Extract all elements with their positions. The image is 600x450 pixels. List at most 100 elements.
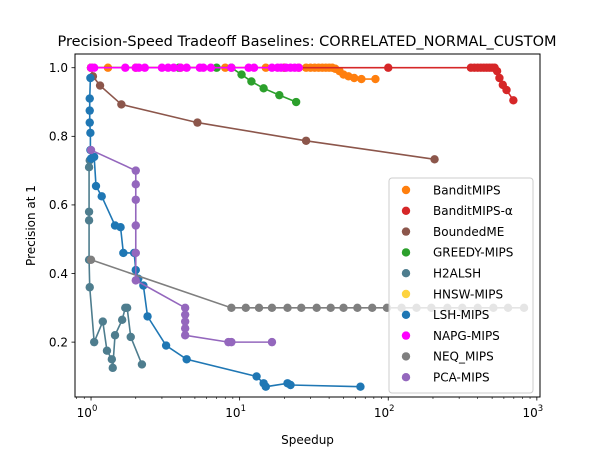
data-point bbox=[134, 63, 144, 72]
data-point bbox=[169, 63, 178, 72]
data-point bbox=[131, 166, 140, 175]
data-point bbox=[430, 155, 439, 164]
data-point bbox=[227, 303, 236, 313]
data-point bbox=[237, 70, 246, 79]
legend-item: GREEDY-MIPS bbox=[401, 246, 513, 260]
data-point bbox=[297, 303, 306, 313]
data-point bbox=[110, 331, 120, 340]
series-h2alsh bbox=[84, 156, 147, 373]
data-point bbox=[368, 303, 377, 313]
data-point bbox=[247, 77, 256, 86]
y-axis: 0.2 0.4 0.6 0.8 1.0 bbox=[49, 61, 75, 349]
data-point bbox=[227, 337, 236, 347]
legend-marker bbox=[401, 227, 411, 236]
data-point bbox=[259, 84, 268, 93]
data-point bbox=[157, 63, 167, 72]
legend-item: BanditMIPS-α bbox=[401, 204, 513, 218]
y-tick-label: 0.4 bbox=[49, 267, 68, 281]
data-point bbox=[492, 66, 502, 76]
legend: BanditMIPS BanditMIPS-α BoundedME GREEDY-MI… bbox=[388, 177, 534, 394]
data-point bbox=[98, 317, 108, 326]
data-point bbox=[161, 341, 171, 350]
legend-item: NAPG-MIPS bbox=[401, 329, 500, 343]
data-point bbox=[353, 303, 362, 313]
series-napg-mips bbox=[86, 63, 303, 72]
legend-label: NEQ_MIPS bbox=[433, 350, 494, 364]
legend-marker bbox=[401, 331, 411, 340]
data-point bbox=[199, 63, 208, 72]
legend-marker bbox=[401, 310, 411, 319]
y-tick-label: 0.6 bbox=[49, 198, 68, 212]
legend-label: BanditMIPS-α bbox=[433, 204, 513, 218]
data-point bbox=[121, 63, 130, 72]
data-point bbox=[131, 276, 140, 285]
y-axis-label: Precision at 1 bbox=[24, 185, 38, 266]
legend-box bbox=[388, 177, 534, 394]
legend-marker bbox=[401, 289, 411, 299]
data-point bbox=[502, 85, 511, 95]
chart-title: Precision-Speed Tradeoff Baselines: CORR… bbox=[58, 34, 557, 50]
data-point bbox=[294, 63, 303, 72]
legend-label: H2ALSH bbox=[433, 267, 481, 281]
x-axis-label: Speedup bbox=[281, 433, 334, 447]
y-tick-label: 0.8 bbox=[49, 130, 68, 144]
legend-label: BoundedME bbox=[433, 225, 504, 239]
legend-marker bbox=[401, 185, 411, 195]
legend-item: PCA-MIPS bbox=[401, 371, 490, 385]
y-tick-label: 0.2 bbox=[49, 335, 68, 349]
data-point bbox=[131, 248, 140, 258]
data-point bbox=[89, 63, 99, 72]
data-point bbox=[275, 90, 284, 100]
data-point bbox=[254, 303, 264, 313]
x-axis: 100 101 102 103 bbox=[76, 397, 543, 420]
data-point bbox=[384, 63, 393, 72]
data-point bbox=[193, 118, 202, 127]
series-pca-mips bbox=[86, 145, 277, 347]
data-point bbox=[119, 248, 128, 258]
legend-marker bbox=[401, 248, 411, 257]
legend-marker bbox=[401, 206, 411, 215]
legend-marker bbox=[401, 352, 411, 361]
series-lsh-mips bbox=[85, 73, 365, 391]
legend-label: HNSW-MIPS bbox=[433, 287, 503, 301]
data-point bbox=[509, 96, 518, 105]
data-point bbox=[116, 223, 125, 232]
data-point bbox=[326, 303, 335, 313]
data-point bbox=[122, 303, 132, 313]
data-point bbox=[84, 207, 94, 216]
data-point bbox=[261, 382, 271, 391]
data-point bbox=[84, 216, 94, 225]
axes-frame bbox=[74, 53, 541, 398]
data-point bbox=[339, 303, 348, 313]
data-point bbox=[286, 380, 295, 390]
data-point bbox=[97, 192, 106, 201]
data-point bbox=[357, 74, 366, 84]
data-point bbox=[180, 303, 190, 313]
legend-label: BanditMIPS bbox=[433, 183, 501, 197]
data-point bbox=[356, 382, 365, 391]
data-point bbox=[312, 303, 321, 313]
legend-item: H2ALSH bbox=[401, 267, 481, 281]
data-point bbox=[108, 363, 117, 373]
legend-item: HNSW-MIPS bbox=[401, 287, 503, 301]
x-tick-label: 101 bbox=[225, 404, 246, 420]
data-point bbox=[131, 180, 140, 189]
data-point bbox=[85, 94, 94, 103]
data-point bbox=[85, 283, 94, 292]
data-point bbox=[176, 63, 185, 72]
data-point bbox=[85, 106, 94, 115]
data-point bbox=[371, 74, 380, 84]
legend-marker bbox=[401, 269, 411, 278]
data-point bbox=[86, 255, 96, 264]
data-point bbox=[131, 195, 140, 204]
data-point bbox=[140, 63, 149, 72]
data-point bbox=[495, 73, 504, 83]
plot-area bbox=[84, 63, 529, 391]
data-point bbox=[84, 162, 94, 172]
legend-marker bbox=[401, 373, 411, 382]
data-point bbox=[137, 360, 147, 369]
data-point bbox=[107, 355, 117, 364]
data-point bbox=[206, 63, 216, 72]
data-point bbox=[301, 136, 311, 145]
